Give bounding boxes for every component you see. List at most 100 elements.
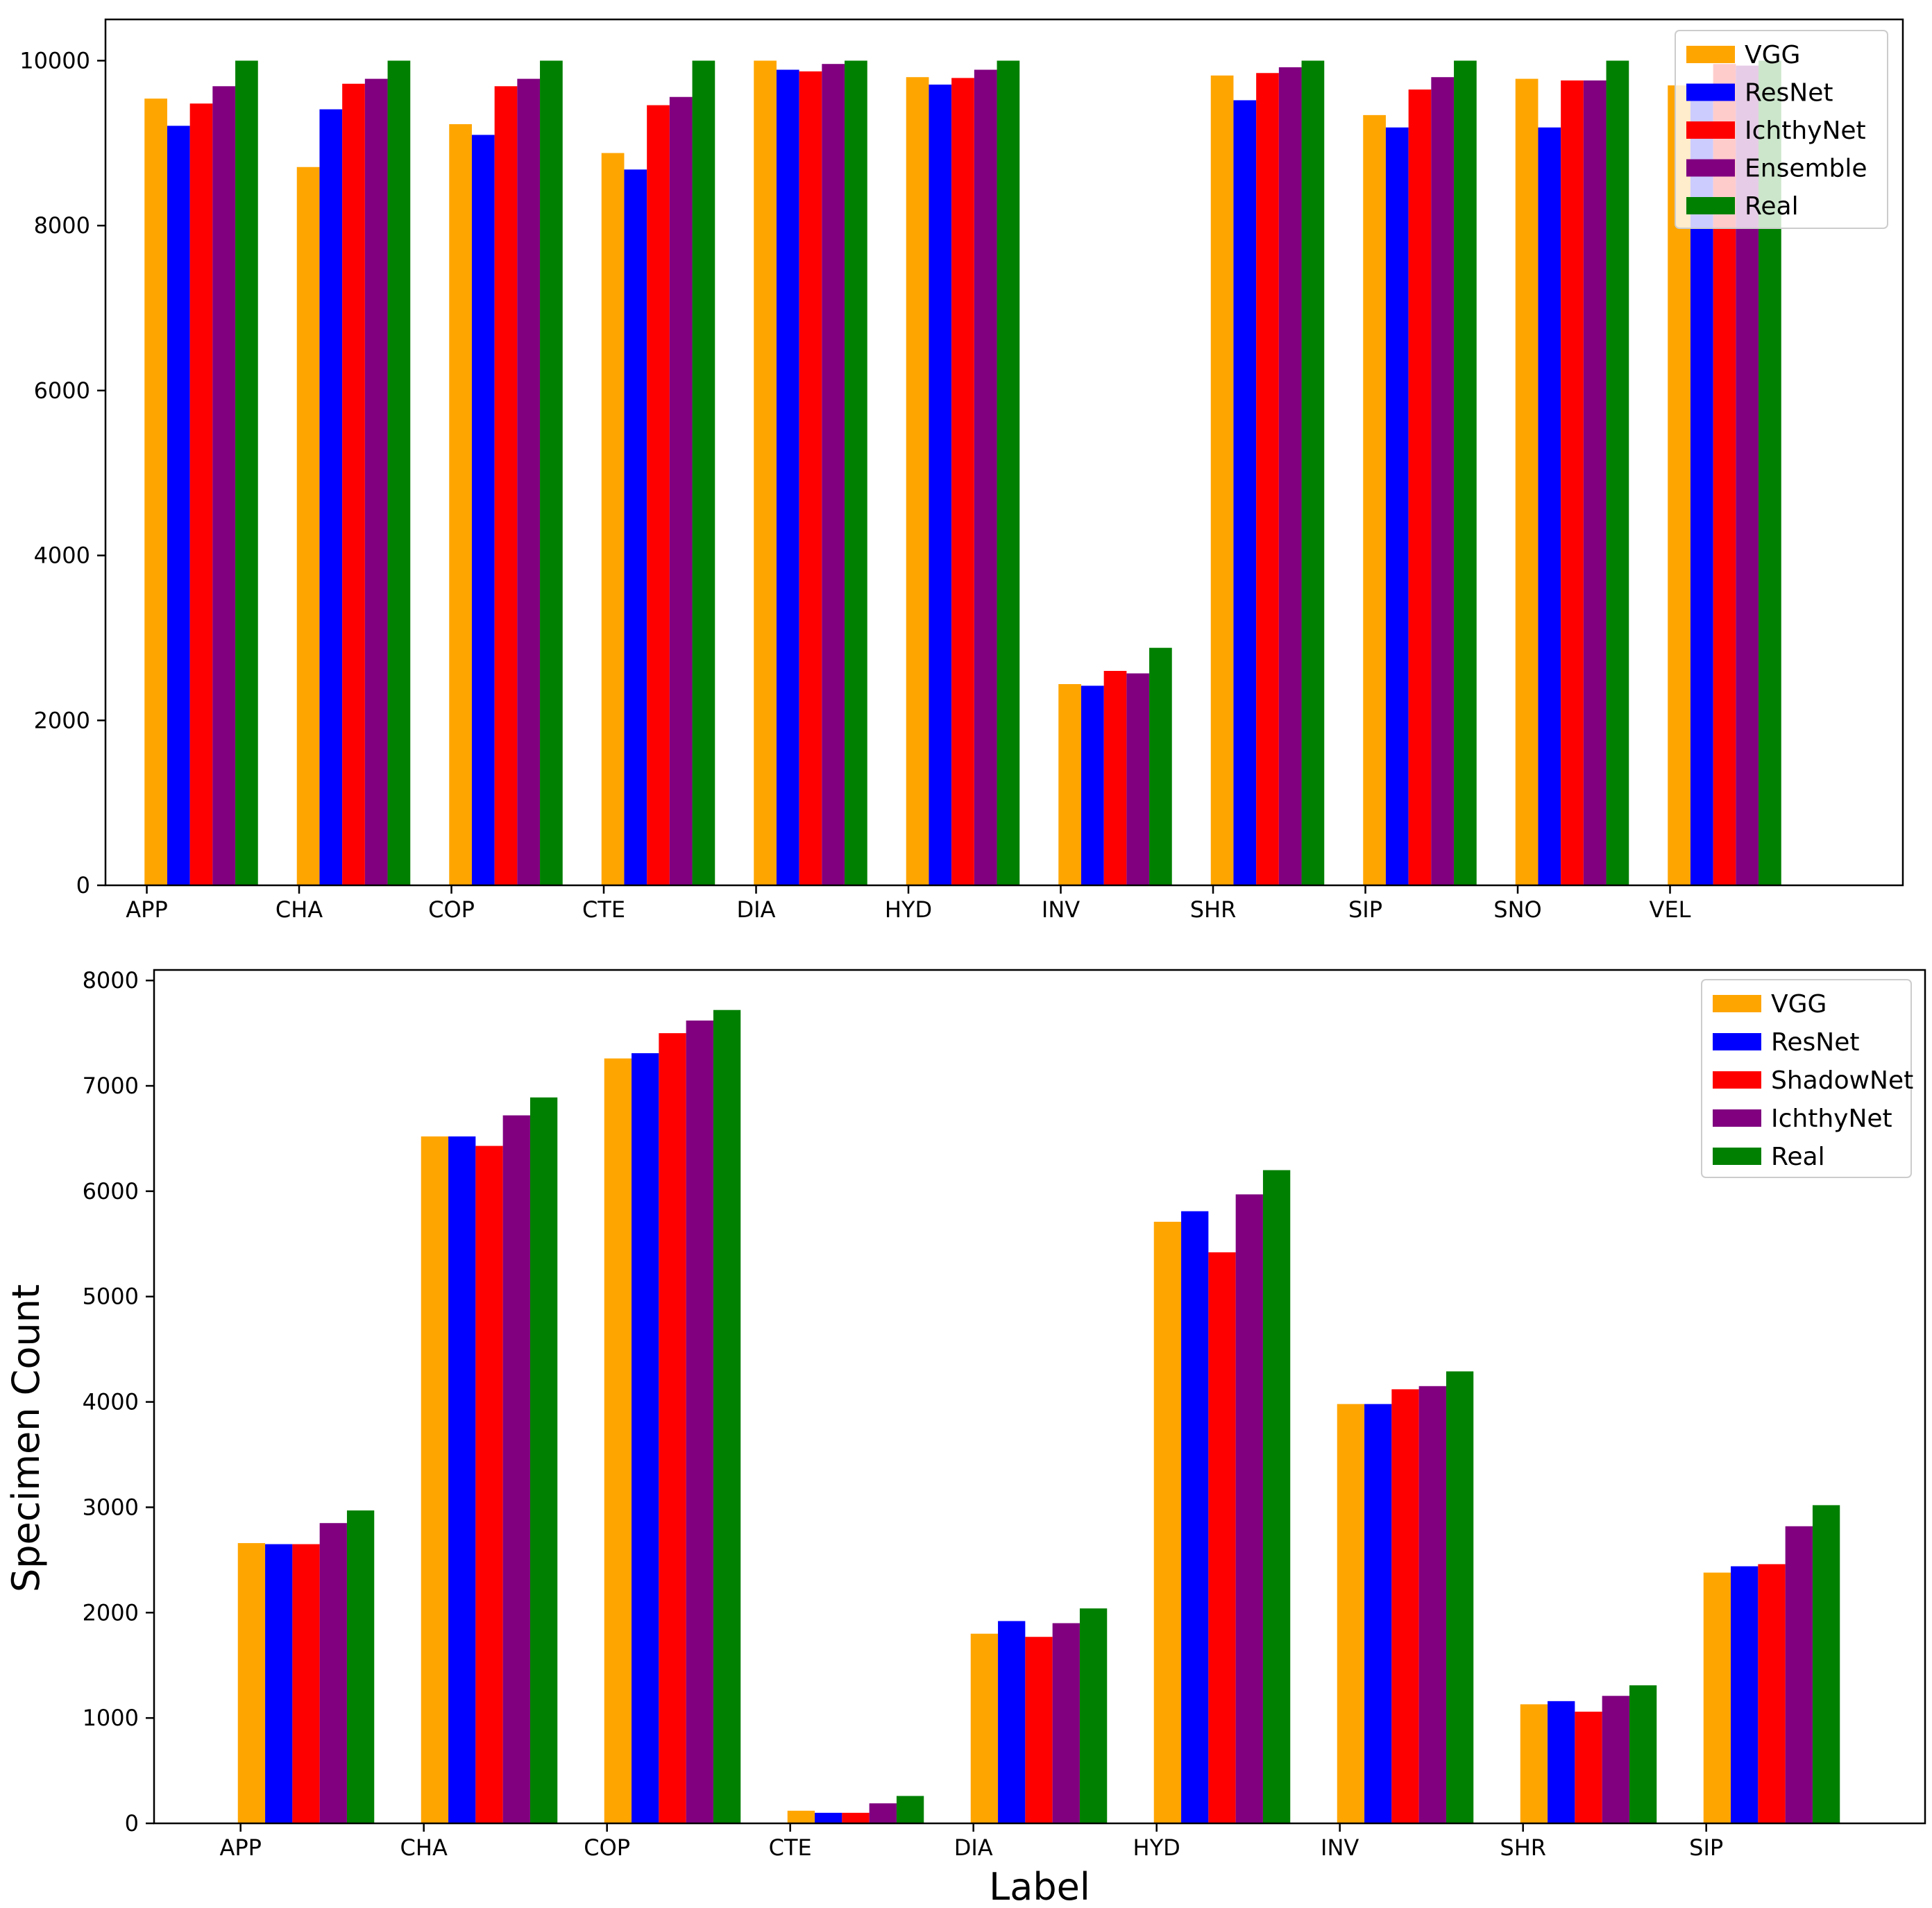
bar-sno-ichthynet xyxy=(1561,80,1584,886)
x-tick-label: DIA xyxy=(954,1834,993,1861)
legend-label-real: Real xyxy=(1745,192,1799,221)
legend-swatch-ichthynet xyxy=(1686,121,1735,139)
bar-cop-ensemble xyxy=(517,78,541,886)
bar-app-ichthynet xyxy=(189,103,213,886)
bar-hyd-vgg xyxy=(1153,1221,1182,1823)
bar-cha-shadownet xyxy=(475,1145,503,1823)
bar-app-resnet xyxy=(265,1544,293,1823)
y-tick-label: 6000 xyxy=(83,1178,139,1204)
bar-sno-real xyxy=(1606,60,1629,885)
bar-sip-resnet xyxy=(1731,1566,1759,1823)
bar-cha-resnet xyxy=(448,1136,476,1823)
bar-sip-vgg xyxy=(1363,114,1386,885)
bar-app-real xyxy=(235,60,258,885)
bar-cte-ensemble xyxy=(669,96,693,886)
legend-swatch-vgg xyxy=(1686,46,1735,63)
y-tick-label: 5000 xyxy=(83,1284,139,1310)
bar-dia-shadownet xyxy=(1025,1637,1053,1823)
bar-app-vgg xyxy=(237,1543,266,1823)
x-tick-label: INV xyxy=(1321,1834,1359,1861)
x-tick-label: COP xyxy=(428,896,475,923)
bar-shr-resnet xyxy=(1233,100,1257,886)
y-tick-label: 2000 xyxy=(34,707,90,733)
x-tick-label: INV xyxy=(1042,896,1080,923)
bar-cte-ichthynet xyxy=(647,105,670,886)
y-tick-label: 2000 xyxy=(83,1599,139,1626)
legend-swatch-shadownet xyxy=(1713,1071,1761,1089)
bar-dia-resnet xyxy=(998,1621,1026,1823)
bar-cte-real xyxy=(692,60,715,885)
bar-shr-resnet xyxy=(1548,1701,1575,1823)
bar-cop-vgg xyxy=(449,123,472,886)
legend-label-resnet: ResNet xyxy=(1745,79,1833,108)
bar-cha-real xyxy=(529,1097,558,1823)
bar-dia-vgg xyxy=(754,60,777,885)
bar-cop-ichthynet xyxy=(494,86,518,885)
x-tick-label: HYD xyxy=(885,896,932,923)
bar-inv-ichthynet xyxy=(1418,1386,1446,1823)
legend-swatch-ensemble xyxy=(1686,159,1735,177)
bar-hyd-resnet xyxy=(1181,1211,1209,1823)
bar-hyd-real xyxy=(1262,1170,1291,1823)
legend-box xyxy=(1675,30,1888,229)
legend-label-ichthynet: IchthyNet xyxy=(1745,117,1866,145)
bar-cha-resnet xyxy=(319,109,343,885)
x-tick-label: CHA xyxy=(400,1834,448,1861)
legend-label-ensemble: Ensemble xyxy=(1745,155,1867,183)
bar-sip-shadownet xyxy=(1758,1564,1786,1823)
bar-cop-resnet xyxy=(632,1053,659,1823)
bar-cop-real xyxy=(713,1010,741,1823)
bar-hyd-vgg xyxy=(906,77,929,886)
bar-sip-vgg xyxy=(1703,1572,1731,1823)
y-tick-label: 7000 xyxy=(83,1073,139,1099)
legend-box xyxy=(1701,979,1912,1178)
bar-sno-resnet xyxy=(1538,127,1561,886)
bar-inv-ensemble xyxy=(1126,673,1150,885)
bar-sip-real xyxy=(1454,60,1477,885)
bottom-bar-chart: 0 1000 2000 3000 4000 5000 6000 7000 8000 APP CHA C… xyxy=(4,967,1926,1908)
bar-inv-shadownet xyxy=(1391,1389,1419,1823)
y-tick-label: 3000 xyxy=(83,1494,139,1520)
bar-dia-real xyxy=(845,60,867,885)
legend-label-vgg: VGG xyxy=(1771,990,1827,1019)
bar-cte-real xyxy=(896,1796,924,1823)
bar-hyd-shadownet xyxy=(1208,1252,1236,1823)
bar-inv-real xyxy=(1446,1371,1474,1823)
y-tick-label: 0 xyxy=(76,872,90,898)
bar-cte-ichthynet xyxy=(869,1803,897,1823)
bar-dia-vgg xyxy=(970,1633,999,1823)
bar-inv-resnet xyxy=(1364,1404,1392,1823)
bar-dia-ichthynet xyxy=(1052,1623,1080,1823)
bar-shr-vgg xyxy=(1210,75,1234,886)
legend-swatch-real xyxy=(1713,1148,1761,1165)
x-tick-label: CHA xyxy=(276,896,323,923)
y-tick-label: 8000 xyxy=(83,967,139,994)
bar-dia-real xyxy=(1079,1608,1108,1823)
x-tick-label: COP xyxy=(584,1834,630,1861)
legend-swatch-vgg xyxy=(1713,995,1761,1012)
bar-sip-real xyxy=(1812,1505,1840,1823)
bar-cha-vgg xyxy=(296,167,320,885)
x-tick-label: APP xyxy=(126,896,167,923)
bar-cte-vgg xyxy=(601,153,625,885)
bar-shr-ichthynet xyxy=(1256,73,1279,885)
bar-inv-vgg xyxy=(1058,683,1081,885)
bar-cha-real xyxy=(387,60,411,885)
y-tick-label: 6000 xyxy=(34,377,90,404)
legend-swatch-ichthynet xyxy=(1713,1109,1761,1127)
bar-cha-ichthynet xyxy=(342,83,365,886)
bar-cha-ensemble xyxy=(364,78,388,886)
bar-sip-resnet xyxy=(1385,127,1409,886)
x-tick-label: SIP xyxy=(1689,1834,1723,1861)
legend-label-real: Real xyxy=(1771,1143,1825,1171)
bar-cte-resnet xyxy=(624,169,647,885)
bar-inv-real xyxy=(1149,647,1172,885)
y-tick-label: 0 xyxy=(125,1810,139,1837)
bar-shr-shadownet xyxy=(1575,1712,1602,1823)
x-tick-label: SIP xyxy=(1348,896,1382,923)
x-tick-label: CTE xyxy=(769,1834,812,1861)
bar-app-vgg xyxy=(144,99,167,886)
legend-label-shadownet: ShadowNet xyxy=(1771,1066,1913,1095)
y-tick-label: 1000 xyxy=(83,1705,139,1731)
